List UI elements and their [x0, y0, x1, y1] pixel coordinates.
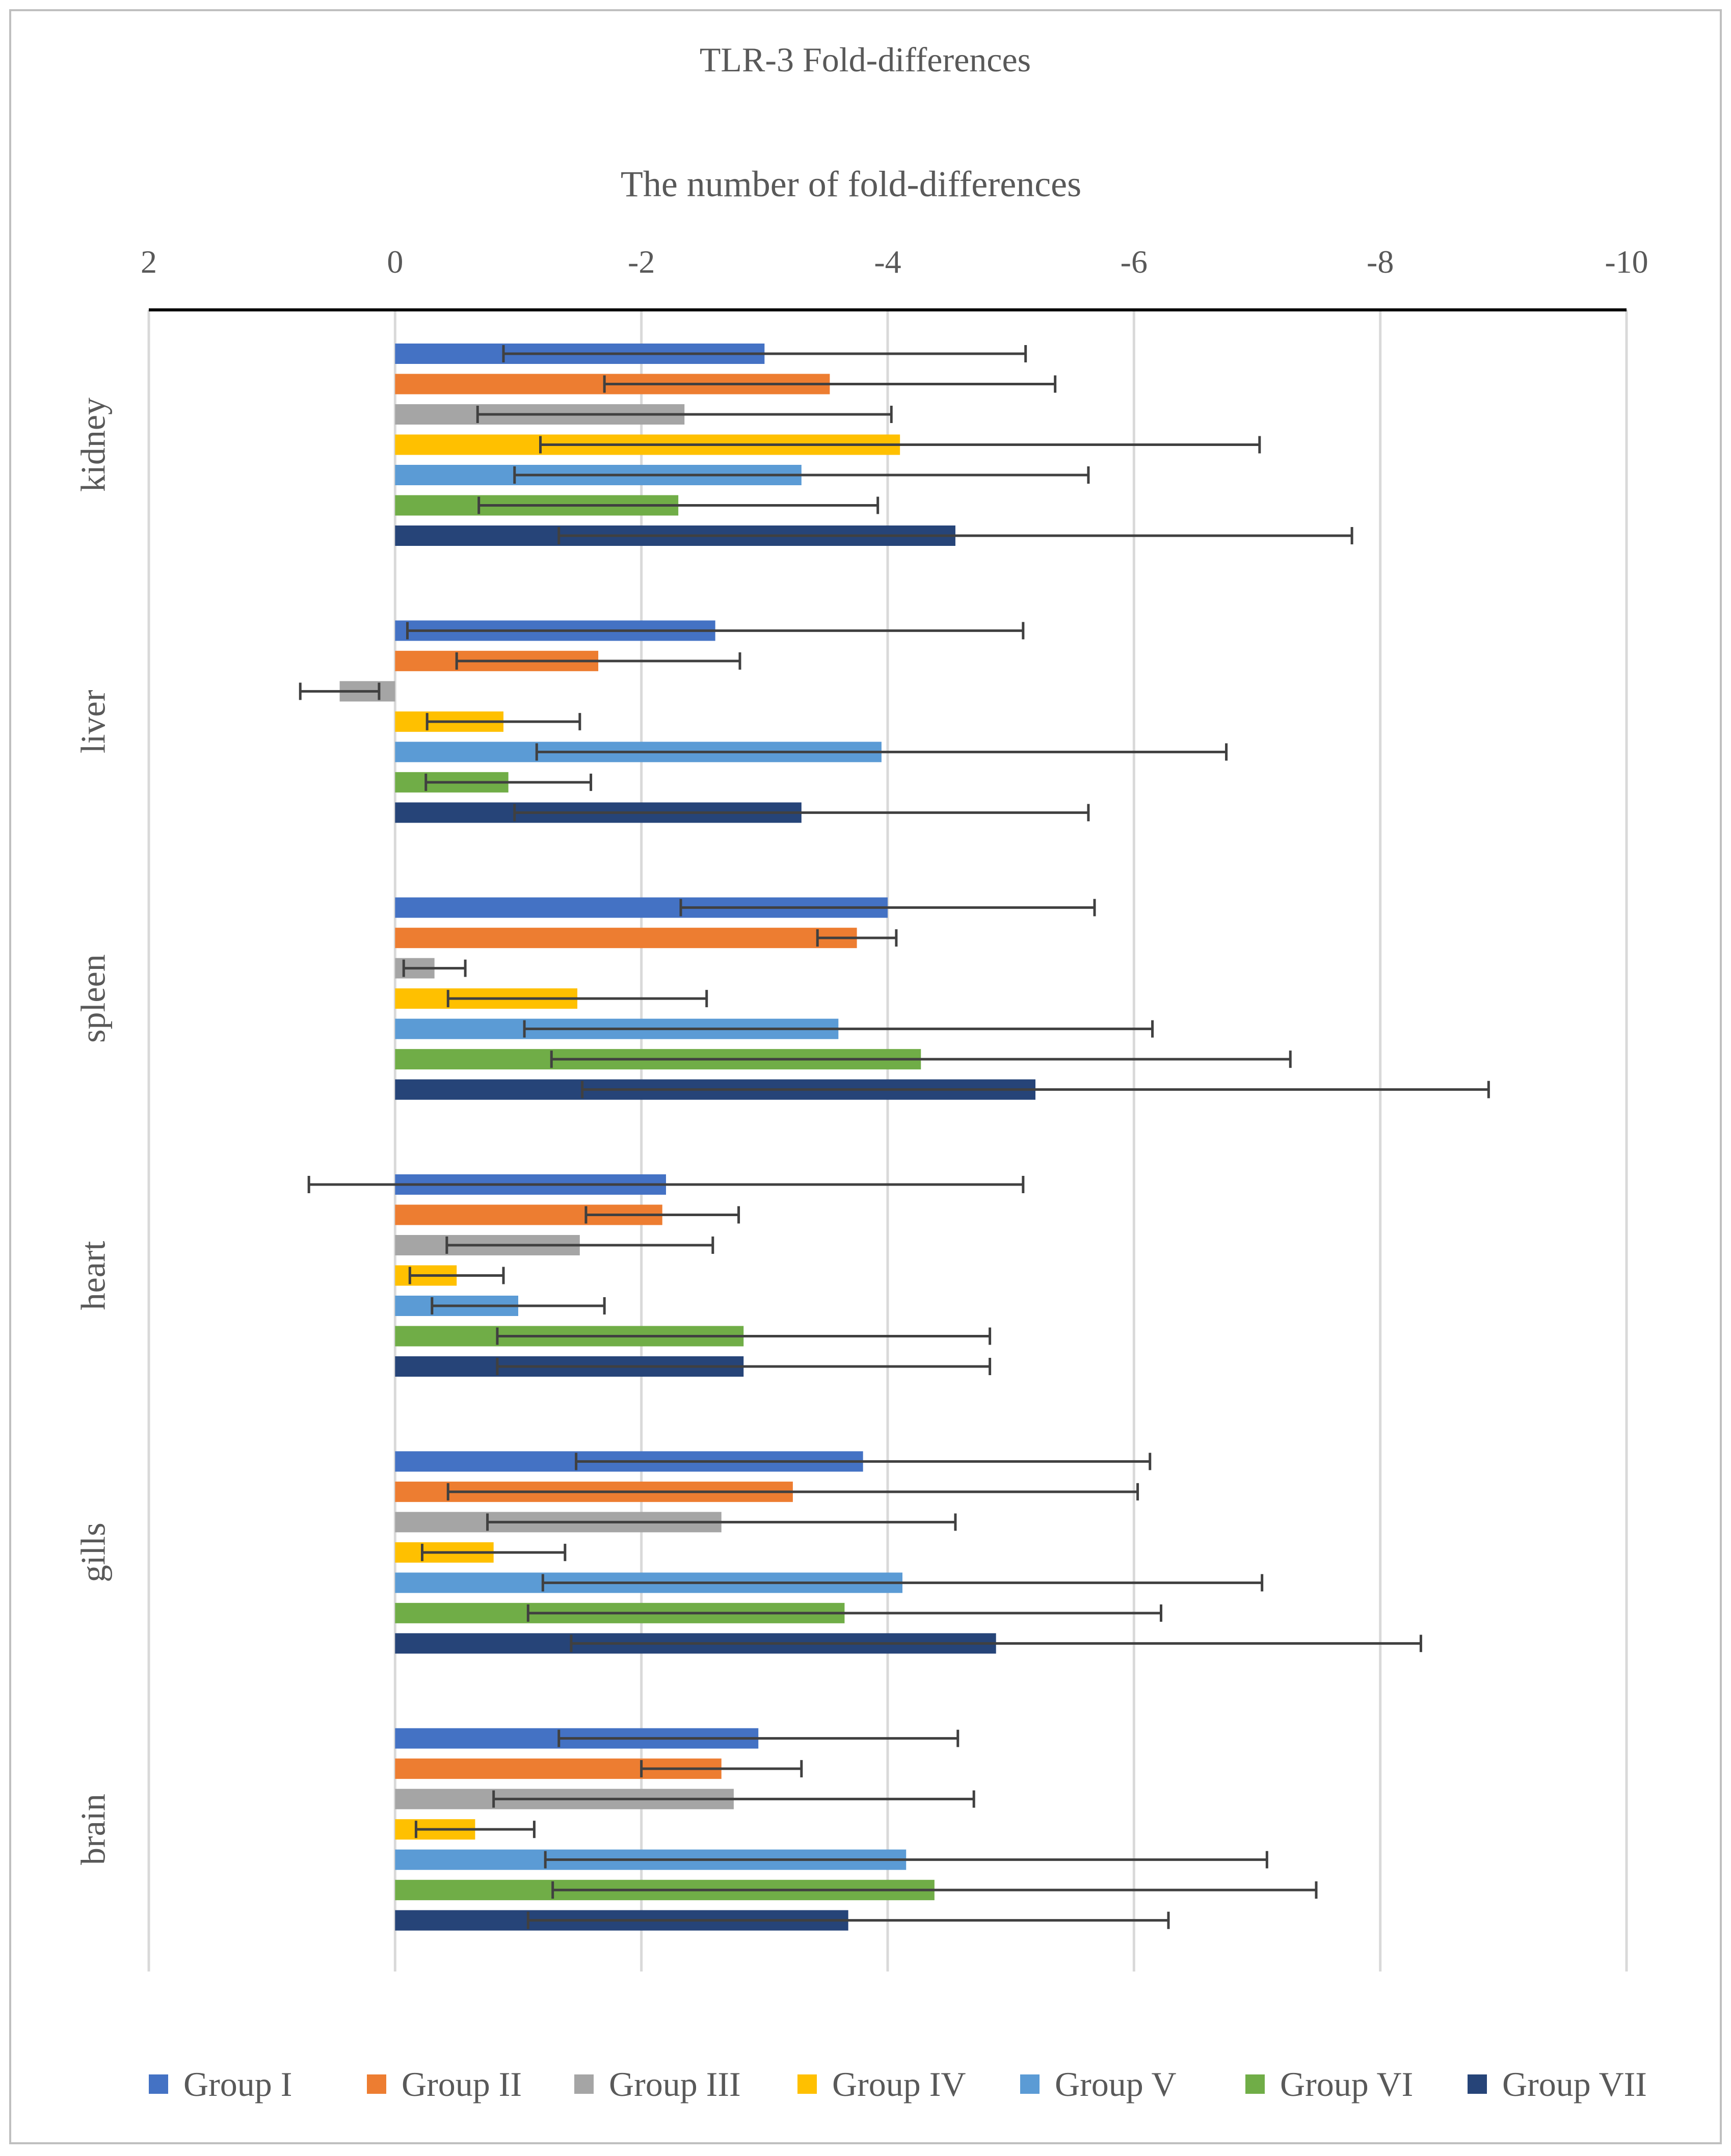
- bar-spleen-group-ii: [395, 928, 857, 949]
- error-bar-kidney-group-v: [513, 466, 1090, 484]
- legend: Group I Group II Group III Group IV Group V G…: [149, 2065, 1647, 2104]
- legend-label: Group II: [402, 2065, 522, 2104]
- category-label-heart: heart: [74, 1241, 113, 1310]
- gridlines: [147, 310, 1628, 1971]
- legend-label: Group III: [609, 2065, 741, 2104]
- error-bar-spleen-group-i: [679, 899, 1096, 916]
- error-bar-kidney-group-iii: [476, 406, 893, 423]
- legend-label: Group I: [183, 2065, 292, 2104]
- error-bar-brain-group-i: [557, 1729, 960, 1747]
- error-bar-brain-group-vii: [526, 1911, 1170, 1929]
- x-tick-labels: 2 0 -2 -4 -6 -8 -10: [141, 244, 1648, 280]
- chart-frame: [9, 9, 1722, 2144]
- legend-swatch: [797, 2074, 817, 2094]
- error-bar-gills-group-vii: [570, 1635, 1422, 1652]
- error-bar-kidney-group-vii: [557, 527, 1353, 544]
- error-bar-liver-group-iii: [299, 682, 381, 700]
- category-label-kidney: kidney: [74, 398, 113, 492]
- error-bar-liver-group-vi: [424, 773, 593, 791]
- error-bar-liver-group-v: [535, 743, 1228, 761]
- category-label-brain: brain: [74, 1794, 113, 1865]
- error-bar-gills-group-iv: [421, 1543, 567, 1561]
- legend-entry-group-i: Group I: [149, 2065, 292, 2104]
- x-tick-label: 0: [387, 244, 403, 280]
- error-bar-heart-group-i: [307, 1176, 1025, 1193]
- legend-swatch: [367, 2074, 386, 2094]
- legend-label: Group VII: [1502, 2065, 1647, 2104]
- error-bar-gills-group-vi: [526, 1604, 1162, 1622]
- x-axis-title: The number of fold-differences: [621, 164, 1081, 204]
- legend-swatch: [149, 2074, 168, 2094]
- error-bars: [299, 345, 1490, 1929]
- error-bar-spleen-group-vi: [550, 1050, 1292, 1068]
- error-bar-spleen-group-iii: [402, 959, 467, 977]
- error-bar-kidney-group-vi: [477, 496, 880, 514]
- error-bar-heart-group-v: [431, 1297, 606, 1314]
- legend-entry-group-iv: Group IV: [797, 2065, 966, 2104]
- legend-entry-group-vii: Group VII: [1468, 2065, 1647, 2104]
- error-bar-spleen-group-iv: [446, 990, 708, 1008]
- error-bar-brain-group-ii: [640, 1760, 803, 1778]
- error-bar-brain-group-iv: [414, 1821, 536, 1838]
- legend-swatch: [1468, 2074, 1487, 2094]
- error-bar-liver-group-vii: [513, 804, 1090, 822]
- error-bar-spleen-group-v: [523, 1020, 1154, 1038]
- error-bar-heart-group-ii: [584, 1206, 740, 1224]
- legend-entry-group-vi: Group VI: [1245, 2065, 1413, 2104]
- category-label-liver: liver: [74, 690, 113, 753]
- legend-entry-group-iii: Group III: [574, 2065, 741, 2104]
- legend-label: Group IV: [832, 2065, 966, 2104]
- error-bar-liver-group-i: [406, 622, 1025, 640]
- chart-title: TLR-3 Fold-differences: [700, 40, 1031, 79]
- category-label-spleen: spleen: [74, 954, 113, 1043]
- x-tick-label: -2: [628, 244, 655, 280]
- legend-label: Group VI: [1280, 2065, 1413, 2104]
- legend-entry-group-v: Group V: [1020, 2065, 1177, 2104]
- error-bar-heart-group-iv: [408, 1267, 505, 1284]
- error-bar-gills-group-v: [541, 1574, 1264, 1592]
- x-tick-label: 2: [141, 244, 157, 280]
- error-bar-spleen-group-ii: [816, 929, 898, 947]
- category-labels: kidney liver spleen heart gills brain: [74, 398, 113, 1865]
- legend-swatch: [1020, 2074, 1040, 2094]
- error-bar-gills-group-i: [575, 1453, 1152, 1470]
- error-bar-brain-group-vi: [551, 1881, 1318, 1899]
- legend-label: Group V: [1055, 2065, 1177, 2104]
- error-bar-heart-group-vii: [496, 1358, 992, 1375]
- error-bar-gills-group-ii: [446, 1483, 1139, 1501]
- legend-swatch: [1245, 2074, 1265, 2094]
- x-tick-label: -4: [874, 244, 901, 280]
- x-tick-label: -6: [1121, 244, 1148, 280]
- error-bar-liver-group-ii: [455, 652, 741, 670]
- error-bar-heart-group-vi: [496, 1327, 992, 1345]
- category-label-gills: gills: [74, 1522, 113, 1582]
- x-tick-label: -8: [1367, 244, 1394, 280]
- error-bar-brain-group-iii: [492, 1790, 975, 1808]
- error-bar-spleen-group-vii: [581, 1081, 1490, 1098]
- error-bar-brain-group-v: [544, 1851, 1268, 1869]
- error-bar-kidney-group-iv: [539, 436, 1261, 454]
- error-bar-gills-group-iii: [486, 1513, 957, 1531]
- error-bar-heart-group-iii: [445, 1237, 714, 1254]
- error-bar-liver-group-iv: [425, 713, 581, 730]
- legend-swatch: [574, 2074, 594, 2094]
- error-bar-kidney-group-ii: [603, 375, 1057, 393]
- legend-entry-group-ii: Group II: [367, 2065, 522, 2104]
- error-bar-kidney-group-i: [502, 345, 1027, 362]
- x-tick-label: -10: [1605, 244, 1648, 280]
